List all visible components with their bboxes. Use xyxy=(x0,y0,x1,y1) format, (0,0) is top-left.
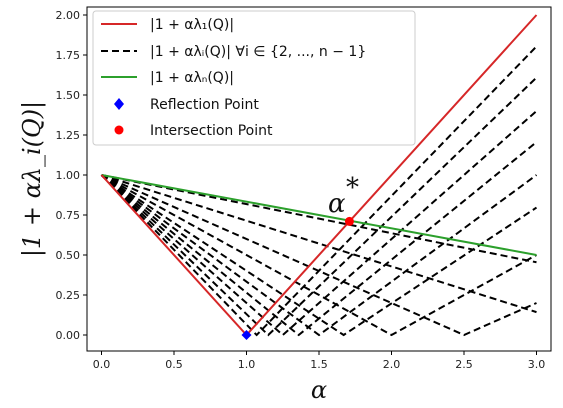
x-tick-label: 1.5 xyxy=(310,358,328,371)
dashed-series-line-9 xyxy=(101,174,537,337)
dashed-series-line-6 xyxy=(100,174,538,337)
x-tick-label: 0.0 xyxy=(93,358,111,371)
dashed-series-line-4 xyxy=(100,110,538,337)
y-tick-label: 0.00 xyxy=(56,329,81,342)
legend-marker-intersection xyxy=(114,125,124,135)
alpha-star-text: α xyxy=(328,189,346,219)
x-tick-label: 2.0 xyxy=(383,358,401,371)
marker-layer xyxy=(241,216,354,340)
green-series-line xyxy=(101,174,537,256)
dashed-series-line-10 xyxy=(101,174,537,314)
y-tick-label: 2.00 xyxy=(56,9,81,22)
series-layer xyxy=(100,14,538,337)
legend-box xyxy=(92,10,416,146)
legend-label-green: |1 + αλₙ(Q)| xyxy=(150,70,234,86)
y-axis-label: |1 + αλ_i(Q)| xyxy=(18,101,47,257)
ticks-layer: 0.0 0.5 1.0 1.5 2.0 2.5 3.0 0.00 0.25 0.50 0.75 1.0… xyxy=(56,9,546,371)
reflection-point-marker xyxy=(241,330,252,340)
legend-label-reflection: Reflection Point xyxy=(150,97,259,113)
alpha-star-sup: * xyxy=(346,173,359,203)
legend-label-dashed: |1 + αλᵢ(Q)| ∀i ∈ {2, ..., n − 1} xyxy=(150,44,366,60)
y-tick-label: 1.50 xyxy=(56,89,81,102)
y-tick-label: 1.25 xyxy=(56,129,81,142)
dashed-series-line-8 xyxy=(101,174,537,337)
y-tick-label: 1.00 xyxy=(56,169,81,182)
y-tick-label: 1.75 xyxy=(56,49,81,62)
alpha-star-annotation: α * xyxy=(328,173,359,219)
dashed-series-line-3 xyxy=(100,76,538,337)
y-tick-label: 0.75 xyxy=(56,209,81,222)
dashed-series-line-2 xyxy=(100,45,538,337)
y-tick-label: 0.25 xyxy=(56,289,81,302)
legend-label-intersection: Intersection Point xyxy=(150,123,273,139)
x-tick-label: 3.0 xyxy=(528,358,546,371)
dashed-series-line-11 xyxy=(101,174,537,264)
x-tick-label: 0.5 xyxy=(165,358,183,371)
y-tick-label: 0.50 xyxy=(56,249,81,262)
x-axis-label: α xyxy=(311,376,327,404)
intersection-point-marker xyxy=(344,216,354,226)
x-tick-label: 2.5 xyxy=(455,358,473,371)
legend-marker-reflection xyxy=(114,98,124,110)
legend: |1 + αλ₁(Q)| |1 + αλᵢ(Q)| ∀i ∈ {2, ..., … xyxy=(92,10,416,146)
dashed-series-line-5 xyxy=(100,141,538,337)
legend-label-red: |1 + αλ₁(Q)| xyxy=(150,17,234,33)
x-tick-label: 1.0 xyxy=(238,358,256,371)
